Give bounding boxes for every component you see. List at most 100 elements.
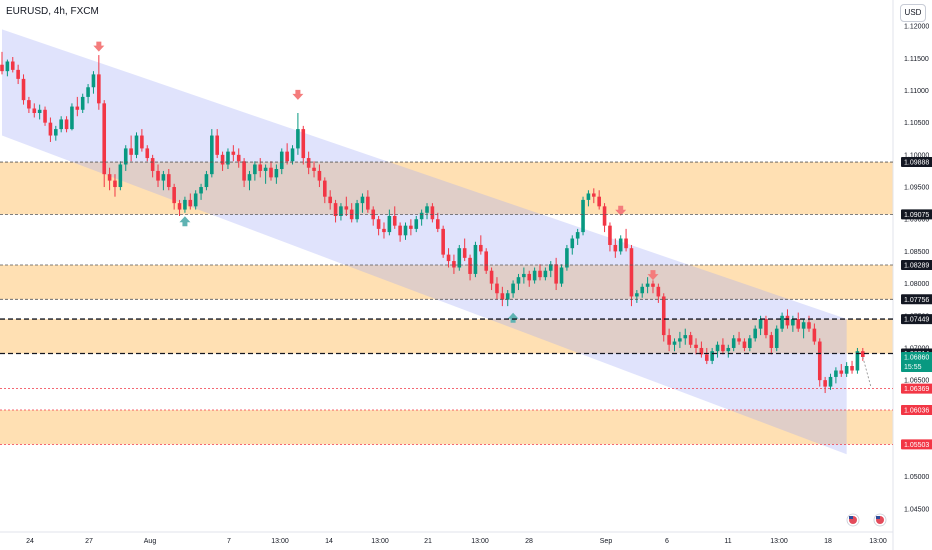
candle-body-76 (409, 225, 413, 229)
candle-body-74 (398, 225, 402, 236)
candle-body-38 (204, 174, 209, 188)
candle-body-142 (764, 319, 768, 336)
candle-body-134 (721, 344, 725, 352)
candle-body-148 (796, 319, 801, 329)
candle-body-83 (446, 254, 451, 262)
candle-body-55 (296, 129, 300, 149)
candle-body-126 (678, 338, 682, 342)
candle-body-28 (150, 158, 155, 171)
candle-body-114 (613, 244, 618, 252)
candles-layer (0, 51, 872, 394)
candle-body-109 (586, 193, 591, 200)
candle-body-96 (516, 277, 521, 284)
price-label-bg-1 (901, 209, 932, 220)
candle-body-135 (726, 347, 731, 352)
candle-body-111 (597, 196, 601, 207)
candle-body-41 (220, 154, 225, 165)
candle-body-129 (694, 344, 698, 348)
y-tick-label: 1.10500 (904, 120, 929, 127)
candle-body-81 (435, 219, 440, 229)
candle-body-7 (37, 109, 42, 113)
candle-body-93 (500, 293, 505, 300)
price-labels-layer: 1.098881.090751.082891.077561.074491.069… (0, 157, 932, 450)
candle-body-62 (333, 203, 338, 216)
currency-button[interactable]: USD (900, 4, 926, 22)
candle-body-88 (473, 244, 478, 274)
price-label-bg-4 (901, 314, 932, 325)
candle-body-34 (183, 199, 187, 210)
candle-body-25 (134, 135, 139, 155)
up-arrow-icon-3 (507, 312, 519, 323)
candle-body-112 (602, 206, 607, 226)
price-label-bg-3 (901, 294, 932, 305)
price-label-bg-2 (901, 259, 932, 270)
candle-body-117 (629, 248, 634, 297)
candle-body-89 (479, 244, 483, 252)
y-tick-label: 1.08500 (904, 249, 929, 256)
candle-body-116 (624, 238, 628, 249)
candle-body-150 (807, 322, 811, 329)
candle-body-73 (392, 216, 397, 226)
candle-body-69 (371, 209, 376, 220)
candle-body-137 (737, 338, 741, 342)
candle-body-64 (344, 206, 349, 210)
candle-body-127 (683, 335, 688, 339)
y-tick-label: 1.11000 (904, 88, 929, 95)
y-tick-label: 1.04500 (904, 506, 929, 513)
candle-body-30 (161, 174, 166, 181)
candle-body-153 (823, 380, 827, 387)
x-tick-label: 21 (424, 538, 432, 545)
price-label: 1.09075 (904, 212, 929, 219)
candle-body-139 (748, 338, 752, 348)
candle-body-66 (355, 203, 359, 220)
y-tick-label: 1.11500 (904, 56, 929, 63)
candle-body-60 (323, 180, 327, 197)
symbol-header: EURUSD, 4h, FXCM (6, 6, 99, 17)
price-label-bg-8 (901, 405, 932, 416)
candle-body-67 (360, 196, 365, 204)
x-tick-label: 13:00 (371, 538, 389, 545)
candle-body-58 (312, 167, 316, 171)
candle-body-151 (812, 328, 817, 342)
candle-body-147 (791, 319, 795, 326)
candle-body-102 (548, 264, 553, 271)
candle-body-118 (635, 293, 639, 297)
candle-body-21 (113, 180, 117, 188)
candle-body-32 (172, 187, 176, 204)
candle-body-141 (758, 319, 763, 329)
candle-body-123 (661, 296, 666, 336)
candle-body-29 (156, 170, 160, 181)
x-tick-label: 13:00 (770, 538, 788, 545)
candle-body-63 (339, 206, 343, 216)
x-tick-label: 11 (724, 538, 731, 545)
candle-body-13 (70, 106, 74, 130)
candle-body-23 (123, 148, 128, 165)
candle-body-146 (785, 315, 790, 326)
price-label: 1.07449 (904, 317, 929, 324)
candle-body-95 (511, 283, 515, 294)
candle-body-78 (419, 212, 424, 220)
price-label: 1.09888 (904, 160, 929, 167)
price-label: 1.06036 (904, 408, 929, 415)
price-label: 1.06369 (904, 386, 929, 393)
candle-body-124 (667, 335, 671, 345)
candle-body-56 (301, 129, 306, 159)
candle-body-143 (769, 335, 774, 348)
candle-body-156 (839, 370, 844, 374)
y-tick-label: 1.05000 (904, 474, 929, 481)
candle-body-45 (242, 161, 246, 181)
candle-body-39 (210, 135, 214, 175)
candle-body-125 (672, 341, 677, 345)
candle-body-99 (532, 270, 537, 281)
y-tick-label: 1.10000 (904, 152, 929, 159)
price-label-bg-7 (901, 383, 932, 394)
candle-body-37 (199, 187, 203, 194)
candle-body-128 (688, 335, 693, 345)
x-tick-label: 13:00 (869, 538, 887, 545)
candle-body-36 (193, 193, 198, 207)
candle-body-2 (10, 61, 15, 70)
candle-body-157 (844, 365, 849, 374)
up-arrow-icon-1 (179, 216, 191, 227)
candle-body-14 (75, 106, 80, 110)
